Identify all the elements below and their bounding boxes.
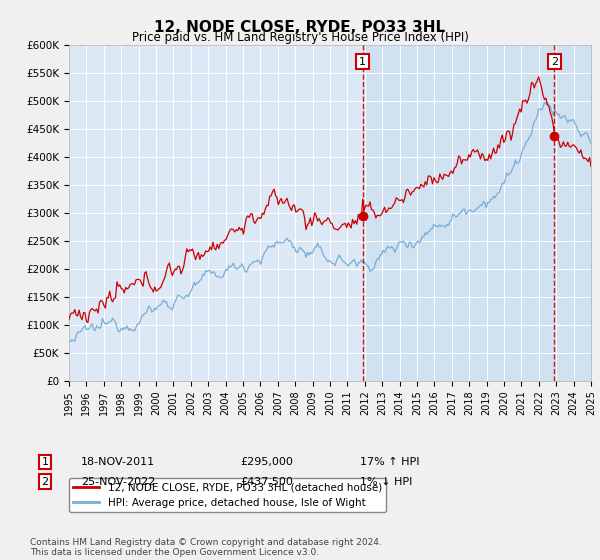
Text: Contains HM Land Registry data © Crown copyright and database right 2024.
This d: Contains HM Land Registry data © Crown c… — [30, 538, 382, 557]
Legend: 12, NODE CLOSE, RYDE, PO33 3HL (detached house), HPI: Average price, detached ho: 12, NODE CLOSE, RYDE, PO33 3HL (detached… — [69, 478, 386, 512]
Text: 25-NOV-2022: 25-NOV-2022 — [81, 477, 155, 487]
Text: 2: 2 — [41, 477, 49, 487]
Text: 2: 2 — [551, 57, 558, 67]
Bar — [363, 45, 591, 381]
Text: 1: 1 — [41, 457, 49, 467]
Text: 18-NOV-2011: 18-NOV-2011 — [81, 457, 155, 467]
Text: 1% ↓ HPI: 1% ↓ HPI — [360, 477, 412, 487]
Text: £437,500: £437,500 — [240, 477, 293, 487]
Text: 17% ↑ HPI: 17% ↑ HPI — [360, 457, 419, 467]
Text: £295,000: £295,000 — [240, 457, 293, 467]
Text: Price paid vs. HM Land Registry's House Price Index (HPI): Price paid vs. HM Land Registry's House … — [131, 31, 469, 44]
Text: 12, NODE CLOSE, RYDE, PO33 3HL: 12, NODE CLOSE, RYDE, PO33 3HL — [154, 20, 446, 35]
Text: 1: 1 — [359, 57, 366, 67]
